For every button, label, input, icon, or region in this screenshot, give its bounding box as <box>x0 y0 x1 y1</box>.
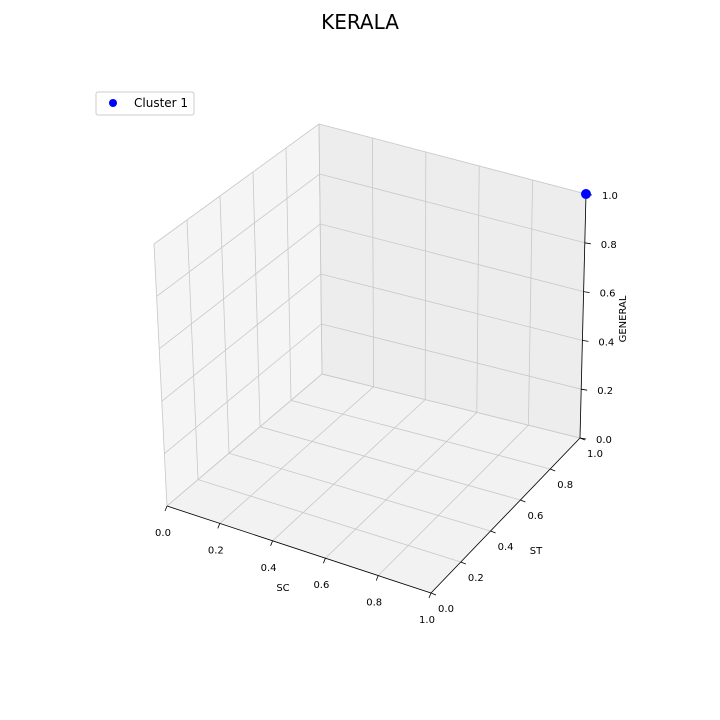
chart-title: KERALA <box>321 10 399 34</box>
x-tick-label-0: 0.0 <box>155 528 171 539</box>
y-tick-3 <box>520 499 526 503</box>
z-tick-label-5: 1.0 <box>602 191 618 202</box>
axis-panes <box>153 123 587 594</box>
y-tick-label-3: 0.6 <box>527 511 543 522</box>
axis-lines <box>166 193 587 594</box>
y-tick-2 <box>490 530 496 534</box>
z-gridline-4 <box>156 173 585 297</box>
legend-marker-cluster-1 <box>109 99 117 107</box>
z-tick-3 <box>583 291 590 293</box>
z-tick-0 <box>579 437 587 440</box>
y-tick-label-5: 1.0 <box>587 449 603 460</box>
x-tick-label-4: 0.8 <box>366 598 382 609</box>
z-tick-label-0: 0.0 <box>596 435 612 446</box>
data-points <box>581 189 591 199</box>
x-tick-4 <box>375 575 379 581</box>
z-tick-1 <box>581 388 588 391</box>
z-tick-label-1: 0.2 <box>597 386 613 397</box>
y-tick-label-1: 0.2 <box>468 573 484 584</box>
y-tick-label-4: 0.8 <box>557 480 573 491</box>
z-axis-line <box>579 193 587 439</box>
y-tick-0 <box>430 592 437 596</box>
y-axis-label: ST <box>530 546 543 557</box>
y-tick-label-0: 0.0 <box>438 604 454 615</box>
x-axis-line <box>166 505 432 594</box>
legend-label-cluster-1: Cluster 1 <box>134 96 188 110</box>
x-tick-0 <box>164 505 168 512</box>
y-tick-label-2: 0.4 <box>498 542 514 553</box>
z-gridline-5 <box>153 123 587 245</box>
data-point-0-0 <box>581 189 591 199</box>
z-gridline-2 <box>161 273 583 402</box>
z-gridline-0 <box>166 373 581 507</box>
z-axis-label: GENERAL <box>618 295 629 342</box>
x-tick-label-2: 0.4 <box>261 563 277 574</box>
legend-box <box>95 91 195 116</box>
x-tick-2 <box>270 540 273 546</box>
z-tick-2 <box>582 340 589 342</box>
x-tick-3 <box>323 558 326 564</box>
z-tick-label-3: 0.6 <box>600 289 616 300</box>
z-tick-label-4: 0.8 <box>601 240 617 251</box>
z-tick-4 <box>584 242 591 245</box>
legend: Cluster 1 <box>95 91 195 116</box>
z-tick-label-2: 0.4 <box>598 337 614 348</box>
y-tick-4 <box>550 468 556 472</box>
x-tick-5 <box>428 592 432 599</box>
y-tick-1 <box>460 561 466 565</box>
x-tick-label-5: 1.0 <box>419 615 435 626</box>
z-gridline-1 <box>164 323 582 454</box>
axis-ticks: 0.00.20.40.60.81.00.00.20.40.60.81.00.00… <box>155 191 618 626</box>
x-tick-label-3: 0.6 <box>313 580 329 591</box>
x-axis-label: SC <box>276 583 289 594</box>
x-tick-1 <box>217 523 221 529</box>
z-gridline-3 <box>158 223 584 350</box>
x-tick-label-1: 0.2 <box>208 545 224 556</box>
y-axis-line <box>430 437 581 594</box>
